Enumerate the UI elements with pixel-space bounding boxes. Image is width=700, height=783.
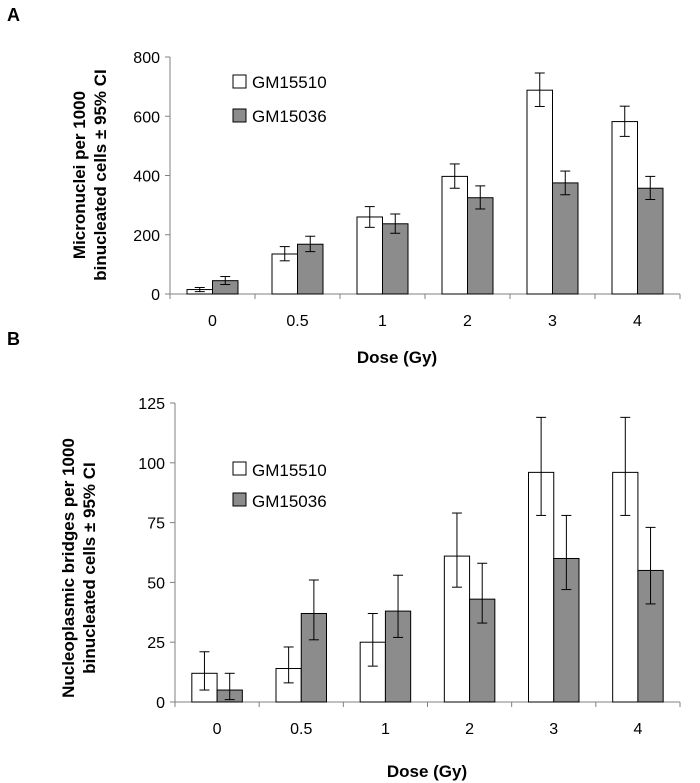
y-tick-label: 800 — [133, 50, 160, 67]
bar-gm15510-2 — [441, 175, 468, 295]
x-tick-label: 0 — [213, 721, 222, 738]
error-bar-gm15036-4 — [645, 175, 656, 200]
x-tick-label: 1 — [378, 313, 387, 330]
x-tick-label: 2 — [465, 721, 474, 738]
bar-gm15510-3 — [526, 89, 553, 295]
y-tick-label: 100 — [138, 456, 165, 473]
error-bar-gm15036-2 — [477, 562, 488, 624]
legend-swatch-gm15036 — [232, 492, 247, 507]
panel-a: A Micronuclei per 1000 binucleated cells… — [7, 5, 681, 367]
x-tick-label: 3 — [549, 721, 558, 738]
panel-a-y-axis-title: Micronuclei per 1000 binucleated cells ±… — [70, 69, 110, 281]
error-bar-gm15036-0.5 — [308, 579, 319, 641]
panel-a-y-axis-title-line2: binucleated cells ± 95% CI — [91, 69, 110, 281]
bar-gm15510-0.5 — [271, 253, 298, 295]
error-bar-gm15510-0 — [199, 651, 210, 691]
legend-swatch-gm15510 — [232, 461, 247, 476]
x-tick-label: 2 — [463, 313, 472, 330]
legend-label-gm15036: GM15036 — [252, 492, 327, 511]
y-tick-label: 25 — [147, 635, 165, 652]
panel-a-letter: A — [7, 5, 20, 25]
error-bar-gm15036-1 — [390, 213, 401, 234]
error-bar-gm15510-1 — [364, 206, 375, 228]
x-tick-label: 3 — [548, 313, 557, 330]
panel-a-plot: 0 200 400 600 800 0 0.5 1 2 3 4 — [133, 50, 681, 330]
x-tick-label: 0.5 — [290, 721, 312, 738]
bar-gm15510-4 — [611, 121, 638, 295]
legend-label-gm15510: GM15510 — [252, 73, 327, 92]
error-bar-gm15036-3 — [561, 514, 572, 591]
legend-swatch-gm15510 — [232, 74, 247, 89]
error-bar-gm15036-0.5 — [305, 235, 316, 253]
bar-gm15036-0.5 — [297, 243, 324, 295]
y-tick-label: 0 — [151, 287, 160, 304]
legend-label-gm15036: GM15036 — [252, 107, 327, 126]
bar-gm15510-1 — [356, 216, 383, 295]
error-bar-gm15510-3 — [536, 416, 547, 516]
panel-a-y-axis-title-line1: Micronuclei per 1000 — [70, 91, 89, 259]
y-tick-label: 75 — [147, 516, 165, 533]
y-tick-label: 200 — [133, 228, 160, 245]
bar-gm15036-3 — [552, 182, 579, 295]
panel-b-x-axis-title: Dose (Gy) — [387, 762, 467, 781]
legend-label-gm15510: GM15510 — [252, 461, 327, 480]
legend-swatch-gm15036 — [232, 108, 247, 123]
error-bar-gm15036-1 — [393, 574, 404, 638]
bar-gm15036-3 — [553, 557, 580, 703]
panel-b-plot: 0 25 50 75 100 125 0 0.5 1 2 3 4 — [138, 396, 681, 738]
panel-b-y-axis-title-line1: Nucleoplasmic bridges per 1000 — [59, 438, 78, 698]
panel-b-legend: GM15510 GM15036 — [232, 461, 327, 511]
panel-b-y-axis-title: Nucleoplasmic bridges per 1000 binucleat… — [59, 438, 99, 698]
error-bar-gm15036-3 — [560, 170, 571, 196]
error-bar-gm15036-4 — [645, 526, 656, 605]
error-bar-gm15510-0 — [194, 286, 205, 293]
bar-gm15036-1 — [382, 223, 409, 295]
panel-a-legend: GM15510 GM15036 — [232, 73, 327, 126]
x-tick-label: 4 — [633, 721, 642, 738]
panel-a-x-axis-title: Dose (Gy) — [357, 348, 437, 367]
error-bar-gm15036-0 — [224, 672, 235, 701]
panel-b-letter: B — [7, 329, 20, 349]
y-tick-label: 400 — [133, 169, 160, 186]
error-bar-gm15036-0 — [220, 276, 231, 286]
panel-b-y-axis-title-line2: binucleated cells ± 95% CI — [80, 462, 99, 674]
panel-b: B Nucleoplasmic bridges per 1000 binucle… — [7, 329, 681, 781]
error-bar-gm15510-2 — [449, 163, 460, 189]
x-tick-label: 4 — [633, 313, 642, 330]
bar-gm15036-2 — [467, 197, 494, 295]
y-tick-label: 50 — [147, 575, 165, 592]
x-tick-label: 0.5 — [286, 313, 308, 330]
error-bar-gm15510-4 — [620, 416, 631, 516]
error-bar-gm15510-1 — [367, 612, 378, 667]
error-bar-gm15510-2 — [451, 512, 462, 588]
error-bar-gm15510-4 — [619, 105, 630, 137]
y-tick-label: 125 — [138, 396, 165, 413]
x-tick-label: 1 — [381, 721, 390, 738]
error-bar-gm15036-2 — [475, 185, 486, 210]
error-bar-gm15510-0.5 — [279, 246, 290, 262]
x-tick-label: 0 — [208, 313, 217, 330]
error-bar-gm15510-0.5 — [283, 646, 294, 684]
y-tick-label: 600 — [133, 109, 160, 126]
error-bar-gm15510-3 — [534, 72, 545, 107]
y-tick-label: 0 — [156, 695, 165, 712]
bar-gm15036-4 — [637, 187, 664, 295]
